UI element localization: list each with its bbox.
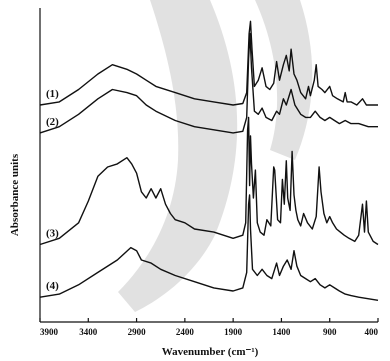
x-tick-label: 900 [323,327,337,337]
series-line-1 [39,20,378,106]
x-tick-label: 2900 [128,327,147,337]
x-axis-title: Wavenumber (cm⁻¹) [162,346,259,358]
plot-area: 3900 3400 2900 2400 1900 1400 900 400 (1) (2) (3) (… [39,8,379,337]
series-line-4 [39,194,379,301]
series-line-3 [39,116,379,246]
x-tick-label: 1400 [272,327,291,337]
series-line-2 [39,33,378,134]
y-axis-title: Absorbance units [9,153,21,236]
curve-label-2: (2) [46,116,59,128]
x-tick-label: 400 [365,327,379,337]
background-watermark [118,0,238,312]
x-tick-label: 2400 [176,327,195,337]
background-watermark-2 [255,0,313,160]
curve-label-3: (3) [46,228,59,240]
curve-label-1: (1) [46,88,59,100]
x-tick-label: 1900 [224,327,243,337]
x-tick-label: 3400 [79,327,98,337]
x-tick-label: 3900 [40,327,59,337]
curve-label-4: (4) [46,280,59,292]
